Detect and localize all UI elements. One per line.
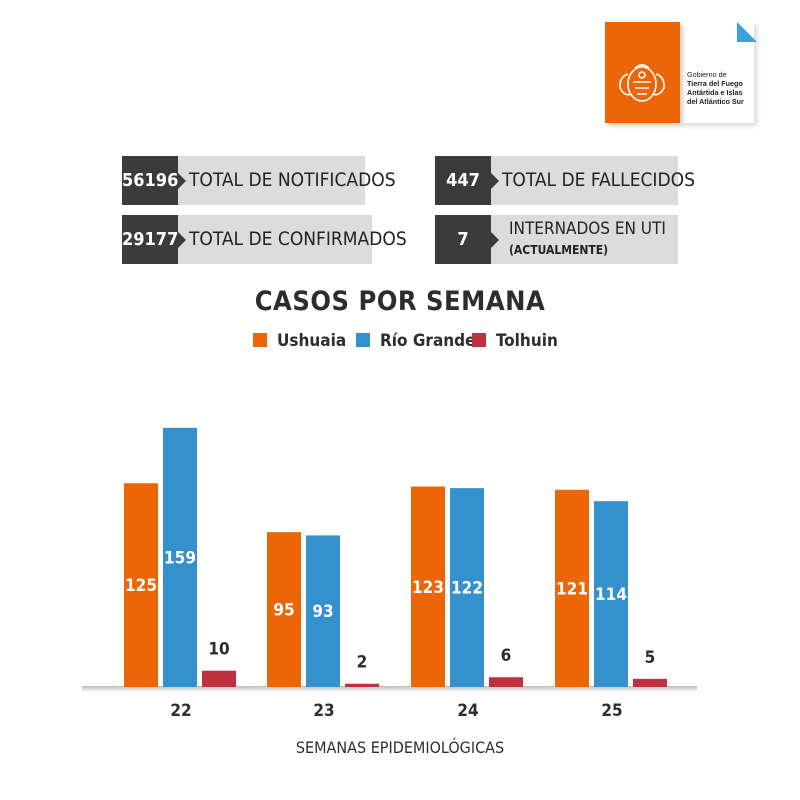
x-tick-label: 23 bbox=[313, 701, 334, 721]
legend-item-tolhuin: Tolhuin bbox=[472, 330, 558, 352]
chart-title: CASOS POR SEMANA bbox=[254, 286, 546, 317]
logo-line: Antártida e Islas bbox=[687, 88, 743, 97]
stat-label: TOTAL DE CONFIRMADOS bbox=[189, 228, 407, 250]
arrow-icon bbox=[178, 232, 186, 248]
logo-line: Gobierno de bbox=[687, 70, 727, 79]
bar-value-label: 95 bbox=[273, 601, 294, 621]
bar-ushuaia-22 bbox=[124, 483, 158, 687]
stat-label: INTERNADOS EN UTI bbox=[509, 219, 666, 239]
legend-swatch bbox=[253, 333, 267, 347]
stat-value: 29177 bbox=[122, 215, 178, 264]
arrow-icon bbox=[491, 173, 499, 189]
bar-value-label: 159 bbox=[164, 548, 196, 568]
bar-value-label: 6 bbox=[501, 646, 512, 666]
stat-label: TOTAL DE FALLECIDOS bbox=[502, 169, 695, 191]
bar-rio-grande-24 bbox=[450, 488, 484, 687]
x-axis-baseline bbox=[82, 686, 697, 692]
bar-value-label: 121 bbox=[556, 579, 588, 599]
legend-label: Ushuaia bbox=[277, 331, 347, 351]
bar-tolhuin-23 bbox=[345, 683, 379, 687]
bar-ushuaia-25 bbox=[555, 489, 589, 687]
legend-item-ushuaia: Ushuaia bbox=[253, 330, 346, 352]
bar-value-label: 10 bbox=[208, 640, 229, 660]
stat-notificados: 56196 TOTAL DE NOTIFICADOS bbox=[122, 156, 396, 205]
stat-fallecidos: 447 TOTAL DE FALLECIDOS bbox=[435, 156, 695, 205]
stat-confirmados: 29177 TOTAL DE CONFIRMADOS bbox=[122, 215, 407, 264]
stat-value: 56196 bbox=[122, 156, 178, 205]
x-tick-label: 25 bbox=[601, 701, 622, 721]
bar-tolhuin-24 bbox=[489, 677, 523, 687]
legend-swatch bbox=[472, 333, 486, 347]
legend-label: Río Grande bbox=[380, 331, 476, 351]
stat-label: TOTAL DE NOTIFICADOS bbox=[189, 169, 396, 191]
bar-value-label: 123 bbox=[412, 578, 444, 598]
bar-tolhuin-22 bbox=[202, 670, 236, 687]
bar-ushuaia-23 bbox=[267, 532, 301, 687]
stat-value: 7 bbox=[435, 215, 491, 264]
legend-swatch bbox=[356, 333, 370, 347]
logo-line: del Atlántico Sur bbox=[687, 97, 744, 106]
bar-value-label: 93 bbox=[312, 602, 333, 622]
stat-uti: 7 INTERNADOS EN UTI (ACTUALMENTE) bbox=[435, 215, 678, 264]
legend-label: Tolhuin bbox=[496, 331, 558, 351]
bar-value-label: 5 bbox=[645, 648, 656, 668]
bar-ushuaia-24 bbox=[411, 486, 445, 687]
x-tick-label: 22 bbox=[170, 701, 191, 721]
bar-rio-grande-25 bbox=[594, 501, 628, 687]
bar-tolhuin-25 bbox=[633, 678, 667, 687]
bar-value-label: 114 bbox=[595, 585, 627, 605]
stat-sublabel: (ACTUALMENTE) bbox=[509, 243, 609, 257]
logo-text: Gobierno de Tierra del Fuego Antártida e… bbox=[687, 70, 755, 106]
arrow-icon bbox=[178, 173, 186, 189]
bar-value-label: 125 bbox=[125, 576, 157, 596]
arrow-icon bbox=[491, 232, 499, 248]
bar-value-label: 122 bbox=[451, 579, 483, 599]
logo-badge bbox=[605, 22, 680, 123]
x-tick-label: 24 bbox=[457, 701, 478, 721]
stat-value: 447 bbox=[435, 156, 491, 205]
logo-line: Tierra del Fuego bbox=[687, 79, 743, 88]
bar-rio-grande-23 bbox=[306, 535, 340, 687]
bar-value-label: 2 bbox=[357, 653, 368, 673]
bar-rio-grande-22 bbox=[163, 427, 197, 687]
provincial-emblem-icon bbox=[619, 64, 665, 102]
x-axis-title: SEMANAS EPIDEMIOLÓGICAS bbox=[295, 738, 505, 757]
legend-item-rio-grande: Río Grande bbox=[356, 330, 475, 352]
